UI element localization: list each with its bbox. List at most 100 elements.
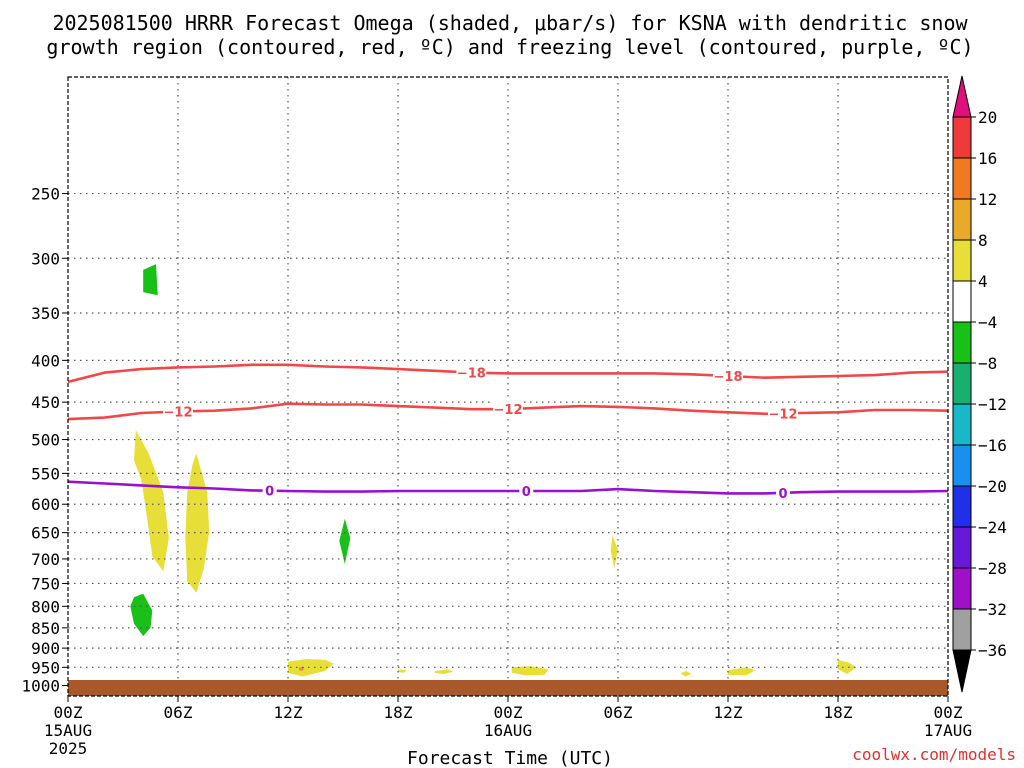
omega-region-2 [185, 453, 210, 593]
colorbar-label: 4 [978, 272, 988, 291]
contour-label-bg [456, 364, 487, 381]
x-tick-label: 18Z [824, 703, 853, 722]
omega-region-9 [434, 669, 453, 674]
x-tick-label: 00Z [934, 703, 963, 722]
y-tick-label: 800 [31, 597, 60, 616]
y-tick-label: 900 [31, 639, 60, 658]
y-tick-label: 450 [31, 393, 60, 412]
colorbar-label: −36 [978, 641, 1007, 660]
contour-label-bg [713, 367, 743, 384]
contour-label-bg [768, 405, 798, 422]
contours: −18 −18 −12 −12 −12 0 0 0 [68, 363, 948, 502]
x-axis-title: Forecast Time (UTC) [407, 748, 613, 768]
colorbar-label: −12 [978, 395, 1007, 414]
colorbar-top-arrow [952, 75, 972, 118]
colorbar-label: 8 [978, 231, 988, 250]
contour-label-dendritic-2: −12 [494, 403, 523, 418]
omega-region-13 [838, 659, 857, 674]
colorbar-label: −32 [978, 600, 1007, 619]
omega-region-8 [398, 669, 408, 673]
x-tick-label: 12Z [714, 703, 743, 722]
colorbar-label: 20 [978, 108, 997, 127]
colorbar-swatch [952, 403, 972, 446]
contour-label-bg [262, 482, 277, 499]
x-tick-date: 16AUG [484, 721, 532, 740]
y-tick-label: 1000 [21, 677, 60, 696]
colorbar-swatch [952, 157, 972, 200]
x-tick-label: 12Z [274, 703, 303, 722]
plot-frame [67, 76, 949, 697]
contour-label-freezing-2: 0 [522, 485, 531, 500]
colorbar-label: −20 [978, 477, 1007, 496]
y-tick-label: 600 [31, 495, 60, 514]
contour-label-bg [776, 484, 790, 501]
colorbar-label: 16 [978, 149, 997, 168]
grid [68, 77, 948, 687]
contour-label-bg [493, 401, 523, 418]
omega-region-3 [143, 264, 158, 296]
y-tick-label: 500 [31, 431, 60, 450]
contour-label-bg [163, 403, 193, 420]
colorbar-swatch [952, 608, 972, 651]
colorbar-label: −28 [978, 559, 1007, 578]
colorbar-label: −24 [978, 518, 1007, 537]
y-tick-label: 250 [31, 185, 60, 204]
colorbar-label: −4 [978, 313, 997, 332]
colorbar-swatch [952, 321, 972, 364]
chart-title-line1: 2025081500 HRRR Forecast Omega (shaded, … [52, 11, 968, 35]
colorbar-label: 12 [978, 190, 997, 209]
axes: 2503003504004505005506006507007508008509… [21, 76, 972, 758]
colorbar-swatch [952, 444, 972, 487]
chart-title-line2: growth region (contoured, red, ºC) and f… [46, 35, 973, 59]
x-tick-date: 15AUG [44, 721, 92, 740]
colorbar-swatch [952, 362, 972, 405]
contour-label-dendritic-3: −12 [769, 407, 798, 422]
x-tick-label: 06Z [604, 703, 633, 722]
x-tick-label: 00Z [54, 703, 83, 722]
colorbar-swatch [952, 239, 972, 282]
x-tick-label: 00Z [494, 703, 523, 722]
colorbar-label: −16 [978, 436, 1007, 455]
colorbar-swatch [952, 198, 972, 241]
y-tick-label: 950 [31, 658, 60, 677]
omega-region-7 [288, 659, 334, 677]
y-tick-label: 400 [31, 351, 60, 370]
contour-label-freezing-1: 0 [265, 485, 274, 500]
ground-surface [68, 680, 948, 696]
contour-label-dendritic-1: −12 [164, 405, 193, 420]
y-tick-label: 750 [31, 574, 60, 593]
contour-line-freezing-3 [68, 480, 948, 495]
omega-region-12 [728, 667, 756, 676]
x-tick-date: 17AUG [924, 721, 972, 740]
omega-region-4 [130, 593, 153, 637]
x-tick-label: 06Z [164, 703, 193, 722]
y-tick-label: 550 [31, 464, 60, 483]
contour-label-dendritic-1: −18 [457, 367, 486, 382]
x-tick-year: 2025 [49, 739, 88, 758]
colorbar-swatch [952, 526, 972, 569]
colorbar-swatch [952, 567, 972, 610]
omega-region-14 [299, 667, 305, 671]
contour-label-bg [519, 482, 534, 499]
colorbar-bottom-arrow [952, 649, 972, 693]
plot-area: −18 −18 −12 −12 −12 0 0 0 [68, 77, 948, 696]
omega-region-6 [610, 535, 618, 568]
contour-label-freezing-3: 0 [778, 487, 787, 502]
y-tick-label: 850 [31, 619, 60, 638]
contour-label-dendritic-2: −18 [714, 370, 743, 385]
x-tick-label: 18Z [384, 703, 413, 722]
y-tick-label: 350 [31, 304, 60, 323]
source-credit: coolwx.com/models [852, 745, 1016, 764]
colorbar: 20 16 12 8 4 −4 −8 −12 −16 −20 −24 −28 −32 −36 [952, 75, 1007, 693]
omega-shading [130, 264, 857, 677]
y-tick-label: 650 [31, 524, 60, 543]
colorbar-swatch [952, 485, 972, 528]
colorbar-swatch [952, 116, 972, 159]
omega-region-10 [511, 666, 549, 676]
y-tick-label: 700 [31, 550, 60, 569]
omega-region-1 [134, 430, 169, 572]
contour-line-dendritic-1 [68, 363, 948, 384]
omega-region-5 [339, 518, 351, 564]
y-tick-label: 300 [31, 249, 60, 268]
